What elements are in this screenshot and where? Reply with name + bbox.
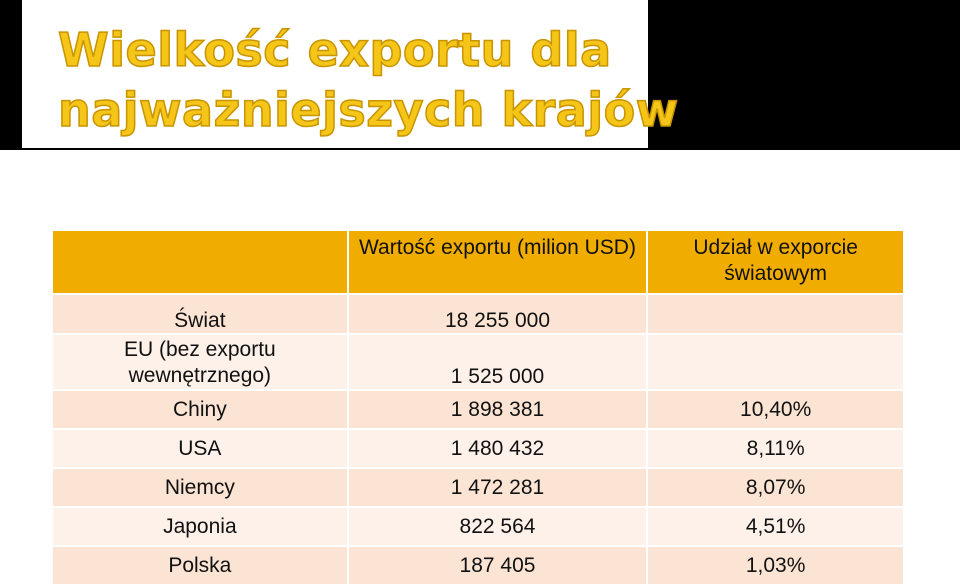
table-row: Niemcy 1 472 281 8,07%: [53, 468, 905, 508]
country-cell: Świat: [53, 294, 349, 335]
export-value-cell: 1 472 281: [347, 468, 649, 508]
export-value-cell: 187 405: [347, 546, 649, 586]
export-value-cell: 1 480 432: [347, 429, 649, 469]
header-country: [53, 231, 349, 295]
title-panel: [22, 0, 648, 148]
share-cell: [647, 294, 905, 335]
share-cell: 1,03%: [647, 546, 905, 586]
table-header-row: Wartość exportu (milion USD) Udział w ex…: [53, 231, 905, 295]
table-row: Świat 18 255 000: [53, 294, 905, 335]
country-cell: Chiny: [53, 390, 349, 430]
country-cell: EU (bez exportu wewnętrznego): [53, 334, 349, 391]
table-row: EU (bez exportu wewnętrznego) 1 525 000: [53, 334, 905, 391]
share-cell: 8,11%: [647, 429, 905, 469]
export-value-cell: 18 255 000: [347, 294, 649, 335]
share-cell: 4,51%: [647, 507, 905, 547]
table-row: USA 1 480 432 8,11%: [53, 429, 905, 469]
table-row: Chiny 1 898 381 10,40%: [53, 390, 905, 430]
export-value-cell: 1 525 000: [347, 334, 649, 391]
slide-title-line-1: Wielkość exportu dla: [57, 22, 612, 78]
header-world-share: Udział w exporcie światowym: [647, 231, 905, 295]
table-row: Japonia 822 564 4,51%: [53, 507, 905, 547]
country-cell: Polska: [53, 546, 349, 586]
share-cell: 10,40%: [647, 390, 905, 430]
share-cell: [647, 334, 905, 391]
slide-title: Wielkość exportu dla najważniejszych kra…: [57, 20, 679, 140]
table-row: Polska 187 405 1,03%: [53, 546, 905, 586]
slide-title-line-2: najważniejszych krajów: [57, 82, 679, 138]
export-value-cell: 822 564: [347, 507, 649, 547]
export-value-cell: 1 898 381: [347, 390, 649, 430]
country-cell: USA: [53, 429, 349, 469]
export-table: Wartość exportu (milion USD) Udział w ex…: [53, 231, 905, 586]
share-cell: 8,07%: [647, 468, 905, 508]
country-cell: Japonia: [53, 507, 349, 547]
country-cell: Niemcy: [53, 468, 349, 508]
header-export-value: Wartość exportu (milion USD): [347, 231, 649, 295]
